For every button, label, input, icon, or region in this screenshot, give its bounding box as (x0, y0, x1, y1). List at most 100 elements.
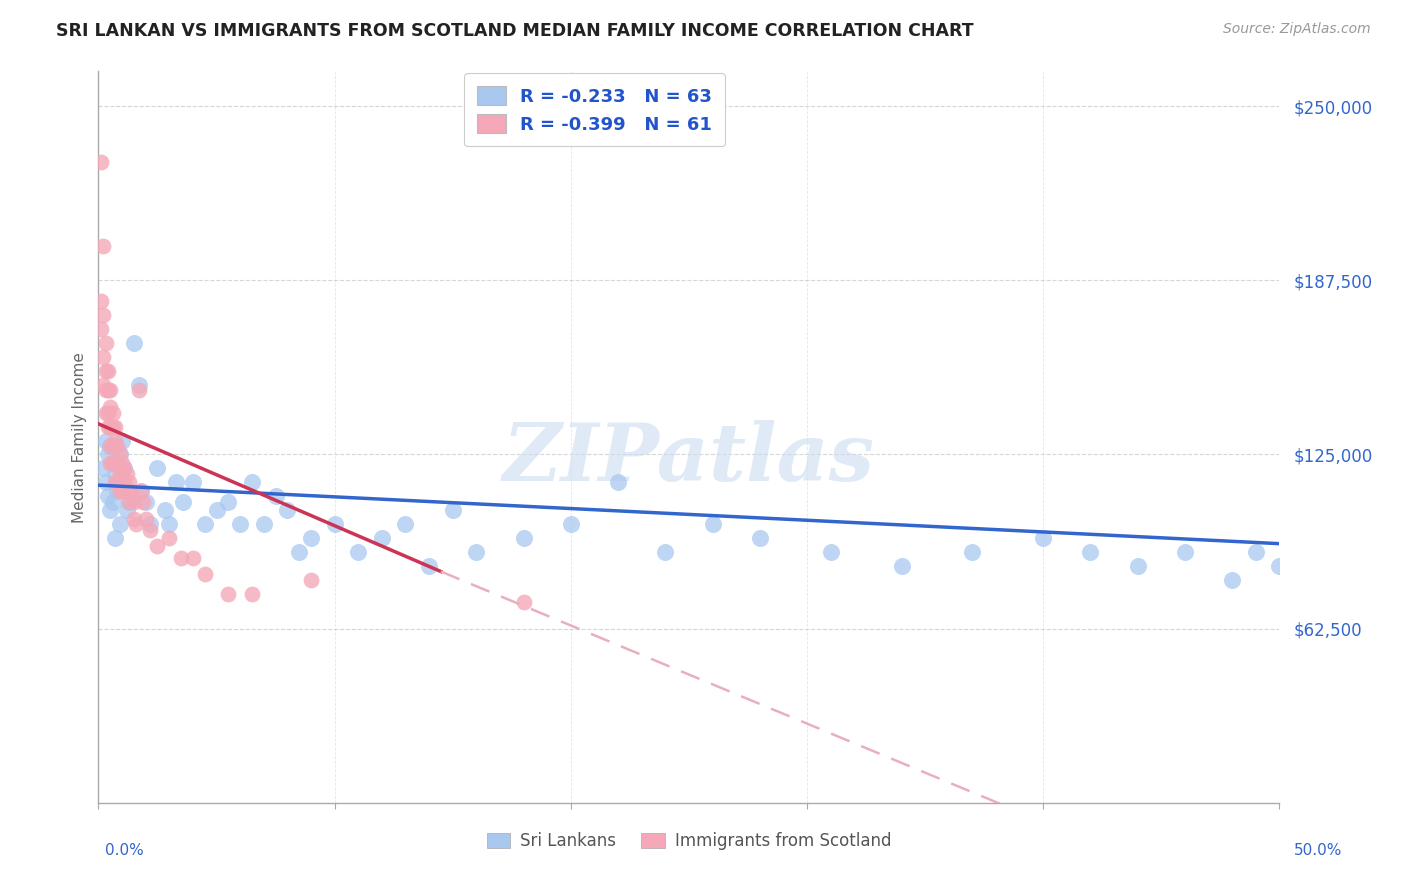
Legend: Sri Lankans, Immigrants from Scotland: Sri Lankans, Immigrants from Scotland (481, 825, 897, 856)
Point (105, 439, 128, 453)
Point (157, 517, 180, 532)
Point (118, 495, 141, 509)
Point (118, 475, 141, 490)
Point (111, 456, 134, 470)
Point (347, 545, 370, 559)
Point (560, 517, 582, 532)
Point (240, 475, 263, 490)
Point (104, 419, 127, 434)
Point (264, 489, 287, 503)
Point (98, 400, 121, 414)
Point (101, 495, 124, 509)
Point (181, 550, 204, 565)
Text: ZIPatlas: ZIPatlas (503, 420, 875, 498)
Point (194, 567, 217, 582)
Point (139, 517, 162, 532)
Point (122, 495, 145, 509)
Point (217, 495, 239, 509)
Point (157, 531, 180, 545)
Point (101, 456, 124, 470)
Point (146, 540, 169, 554)
Point (276, 503, 298, 517)
Point (98, 456, 121, 470)
Point (299, 531, 322, 545)
Point (1032, 531, 1054, 545)
Point (172, 495, 194, 509)
Point (128, 377, 150, 392)
Point (702, 517, 724, 532)
Point (104, 467, 127, 481)
Point (94, 475, 117, 490)
Point (371, 531, 394, 545)
Point (217, 587, 239, 601)
Text: Source: ZipAtlas.com: Source: ZipAtlas.com (1223, 22, 1371, 37)
Point (748, 531, 770, 545)
Point (90, 322, 112, 336)
Point (170, 550, 193, 565)
Point (94, 364, 117, 378)
Point (118, 495, 141, 509)
Point (111, 434, 134, 448)
Point (153, 503, 176, 517)
Point (394, 517, 416, 532)
Point (97, 489, 120, 503)
Point (91, 461, 114, 475)
Point (181, 475, 204, 490)
Y-axis label: Median Family Income: Median Family Income (72, 351, 87, 523)
Point (122, 336, 145, 351)
Point (105, 483, 128, 498)
Point (105, 456, 128, 470)
Point (1174, 545, 1197, 559)
Point (962, 545, 984, 559)
Point (91, 308, 114, 322)
Point (98, 439, 121, 453)
Point (323, 517, 346, 532)
Point (108, 467, 131, 481)
Point (101, 419, 124, 434)
Point (104, 456, 127, 470)
Point (98, 384, 121, 398)
Point (104, 475, 127, 490)
Point (121, 483, 143, 498)
Point (205, 503, 228, 517)
Point (112, 475, 135, 490)
Point (115, 467, 138, 481)
Point (139, 523, 162, 537)
Point (111, 467, 134, 481)
Point (94, 406, 117, 420)
Point (90, 155, 112, 169)
Point (146, 461, 169, 475)
Point (122, 511, 145, 525)
Point (105, 475, 128, 490)
Point (1244, 545, 1267, 559)
Point (1080, 545, 1102, 559)
Point (98, 503, 121, 517)
Point (91, 350, 114, 364)
Point (101, 456, 124, 470)
Point (97, 364, 120, 378)
Point (240, 587, 263, 601)
Point (1220, 573, 1243, 587)
Point (1268, 558, 1291, 573)
Point (94, 336, 117, 351)
Point (654, 545, 676, 559)
Point (194, 517, 217, 532)
Point (104, 531, 127, 545)
Point (101, 406, 124, 420)
Point (112, 461, 135, 475)
Point (512, 595, 534, 609)
Point (94, 434, 117, 448)
Point (97, 448, 120, 462)
Text: 50.0%: 50.0% (1295, 843, 1343, 858)
Point (418, 558, 440, 573)
Point (288, 545, 311, 559)
Point (607, 475, 630, 490)
Point (97, 384, 120, 398)
Point (115, 483, 138, 498)
Point (820, 545, 842, 559)
Point (97, 419, 120, 434)
Point (890, 558, 912, 573)
Point (111, 475, 134, 490)
Point (135, 495, 157, 509)
Point (465, 545, 488, 559)
